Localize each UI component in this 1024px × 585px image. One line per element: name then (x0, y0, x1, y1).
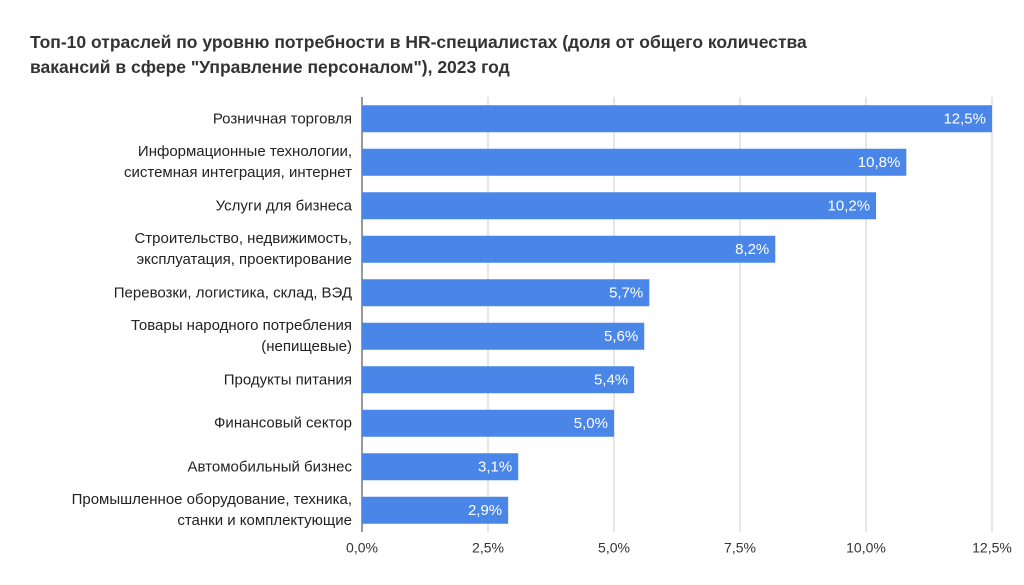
chart-title: Топ-10 отраслей по уровню потребности в … (30, 32, 807, 77)
bar (362, 235, 776, 263)
y-tick-label: Промышленное оборудование, техника, стан… (71, 491, 352, 530)
value-label: 8,2% (735, 241, 769, 258)
y-tick-label: Розничная торговля (212, 110, 352, 128)
bar (362, 453, 519, 481)
y-tick-label: Перевозки, логистика, склад, ВЭД (113, 284, 352, 302)
bar (362, 496, 509, 524)
x-tick-label: 7,5% (724, 540, 756, 556)
value-label: 5,4% (594, 372, 628, 389)
bar (362, 409, 614, 437)
x-tick-label: 12,5% (972, 540, 1012, 556)
value-label: 10,2% (828, 198, 871, 215)
bar (362, 322, 645, 350)
y-tick-label: Строительство, недвижимость, эксплуатаци… (134, 230, 352, 269)
value-label: 5,7% (609, 285, 643, 302)
value-label: 10,8% (858, 154, 901, 171)
y-tick-label: Продукты питания (223, 371, 352, 389)
y-tick-label: Услуги для бизнеса (215, 197, 352, 215)
x-tick-label: 10,0% (846, 540, 886, 556)
bar (362, 366, 635, 394)
value-label: 3,1% (478, 459, 512, 476)
y-tick-label: Информационные технологии, системная инт… (124, 143, 352, 182)
value-label: 5,0% (574, 415, 608, 432)
bar (362, 105, 992, 133)
value-label: 5,6% (604, 328, 638, 345)
y-tick-label: Автомобильный бизнес (187, 458, 352, 476)
y-tick-label: Товары народного потребления (непищевые) (130, 317, 352, 356)
x-tick-label: 5,0% (598, 540, 630, 556)
x-tick-label: 0,0% (346, 540, 378, 556)
value-label: 2,9% (468, 502, 502, 519)
bar (362, 192, 877, 220)
y-tick-label: Финансовый сектор (214, 414, 352, 432)
bar (362, 148, 907, 176)
value-label: 12,5% (943, 111, 986, 128)
x-tick-label: 2,5% (472, 540, 504, 556)
bar (362, 279, 650, 307)
